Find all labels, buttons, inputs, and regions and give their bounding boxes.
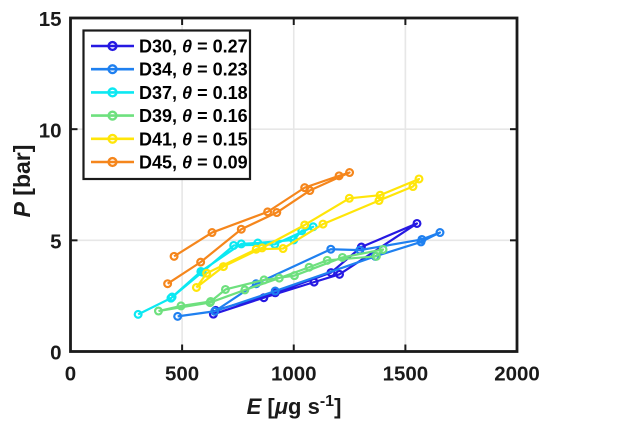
- svg-text:D37, θ = 0.18: D37, θ = 0.18: [139, 83, 248, 103]
- svg-text:1500: 1500: [383, 363, 429, 386]
- svg-text:0: 0: [65, 363, 76, 386]
- svg-text:5: 5: [50, 230, 61, 253]
- svg-text:D45, θ = 0.09: D45, θ = 0.09: [139, 153, 248, 173]
- svg-text:0: 0: [50, 342, 61, 365]
- svg-text:2000: 2000: [494, 363, 540, 386]
- svg-text:P [bar]: P [bar]: [9, 145, 35, 218]
- svg-text:1000: 1000: [271, 363, 317, 386]
- svg-text:10: 10: [39, 119, 62, 142]
- svg-text:500: 500: [165, 363, 199, 386]
- svg-text:D30, θ = 0.27: D30, θ = 0.27: [139, 37, 248, 57]
- svg-text:D39, θ = 0.16: D39, θ = 0.16: [139, 106, 248, 126]
- svg-text:15: 15: [39, 8, 62, 31]
- svg-text:D34, θ = 0.23: D34, θ = 0.23: [139, 60, 248, 80]
- svg-text:D41, θ = 0.15: D41, θ = 0.15: [139, 129, 248, 149]
